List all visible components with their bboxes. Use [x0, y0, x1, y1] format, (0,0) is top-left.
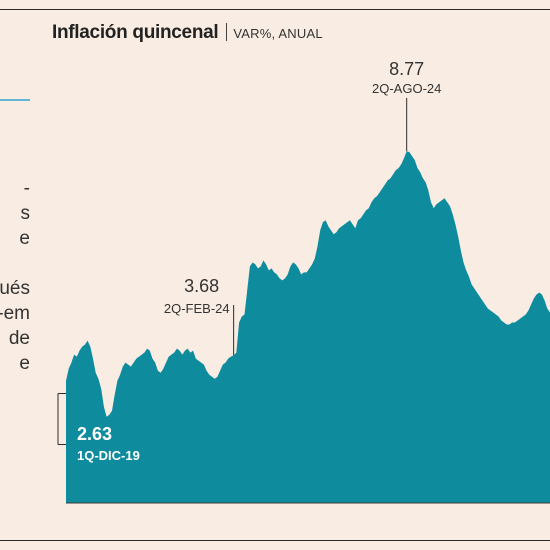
annotation-period-label: 2Q-AGO-24: [372, 81, 441, 96]
side-text-line: em-: [0, 303, 30, 324]
bottom-border: [0, 540, 550, 541]
side-text-line: s: [20, 203, 31, 224]
annotation-layer: 2.63 1Q-DIC-19 3.68 2Q-FEB-24 8.77 2Q-AGO-24: [57, 59, 441, 463]
side-text-line: de: [8, 328, 30, 349]
chart-header: Inflación quincenal VAR%, ANUAL: [52, 22, 323, 44]
side-article-text: - s e ués em- de e: [0, 176, 30, 376]
chart-subtitle: VAR%, ANUAL: [233, 26, 323, 41]
side-text-line: e: [19, 353, 30, 374]
annotation-value-label: 3.68: [184, 276, 219, 296]
annotation-value-label: 2.63: [77, 424, 112, 444]
annotation-period-label: 1Q-DIC-19: [77, 448, 140, 463]
side-text-line: ués: [0, 278, 30, 299]
area-layer: [66, 151, 550, 504]
accent-rule: [0, 99, 30, 101]
title-separator: [226, 23, 228, 41]
chart-title: Inflación quincenal: [52, 22, 219, 43]
series-area: [66, 151, 550, 504]
annotation-value-label: 8.77: [389, 59, 424, 79]
side-text-line: e: [19, 228, 30, 249]
side-text-line: -: [23, 178, 30, 199]
annotation-period-label: 2Q-FEB-24: [164, 301, 230, 316]
top-border: [0, 9, 550, 10]
